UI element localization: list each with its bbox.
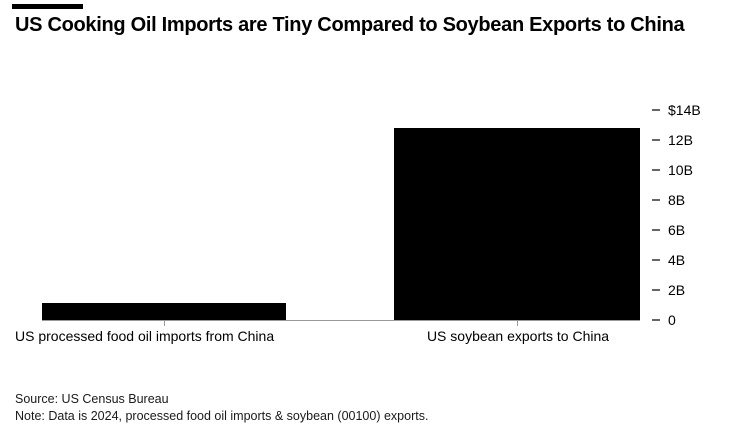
y-axis-tick-dash (652, 229, 660, 231)
y-axis-tick-label: 8B (668, 192, 686, 208)
y-axis-tick-label: 4B (668, 252, 686, 268)
y-axis-tick-label: 0 (668, 312, 676, 328)
x-axis-category-label: US processed food oil imports from China (15, 328, 275, 344)
y-axis-tick-label: 12B (668, 132, 693, 148)
y-axis-tick-dash (652, 139, 660, 141)
y-axis-tick-label: $14B (668, 102, 701, 118)
y-axis-tick-label: 6B (668, 222, 686, 238)
y-axis-tick-dash (652, 319, 660, 321)
y-axis-tick-dash (652, 169, 660, 171)
y-axis-tick-dash (652, 199, 660, 201)
x-axis-category-label: US soybean exports to China (426, 328, 610, 344)
title-key-bar (12, 4, 83, 9)
note-text: Note: Data is 2024, processed food oil i… (15, 409, 429, 423)
y-axis-tick-label: 10B (668, 162, 693, 178)
y-axis-tick-dash (652, 259, 660, 261)
y-axis-tick-dash (652, 289, 660, 291)
y-axis-tick-dash (652, 109, 660, 111)
x-axis-tick (164, 321, 165, 326)
x-axis-tick (517, 321, 518, 326)
y-axis-tick-label: 2B (668, 282, 686, 298)
chart-title: US Cooking Oil Imports are Tiny Compared… (15, 14, 685, 36)
source-text: Source: US Census Bureau (15, 392, 169, 406)
bar-exports (394, 128, 640, 320)
bar-imports (42, 303, 286, 320)
x-axis-line (42, 320, 640, 321)
